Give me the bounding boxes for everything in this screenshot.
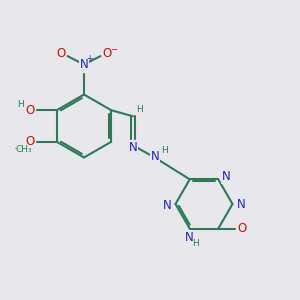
Text: O: O <box>56 46 65 60</box>
Text: H: H <box>136 105 143 114</box>
Text: N: N <box>151 150 160 163</box>
Text: O: O <box>237 222 246 235</box>
Text: O: O <box>103 46 112 60</box>
Text: methoxy: methoxy <box>15 148 21 149</box>
Text: N: N <box>128 141 137 154</box>
Text: O: O <box>25 104 34 117</box>
Text: H: H <box>192 239 199 248</box>
Text: N: N <box>80 58 88 71</box>
Text: N: N <box>222 170 231 183</box>
Text: N: N <box>185 231 194 244</box>
Text: O: O <box>26 135 35 148</box>
Text: −: − <box>110 45 118 54</box>
Text: +: + <box>86 54 92 63</box>
Text: N: N <box>163 199 172 212</box>
Text: N: N <box>237 197 246 211</box>
Text: CH₃: CH₃ <box>15 145 32 154</box>
Text: H: H <box>161 146 167 155</box>
Text: H: H <box>17 100 23 110</box>
